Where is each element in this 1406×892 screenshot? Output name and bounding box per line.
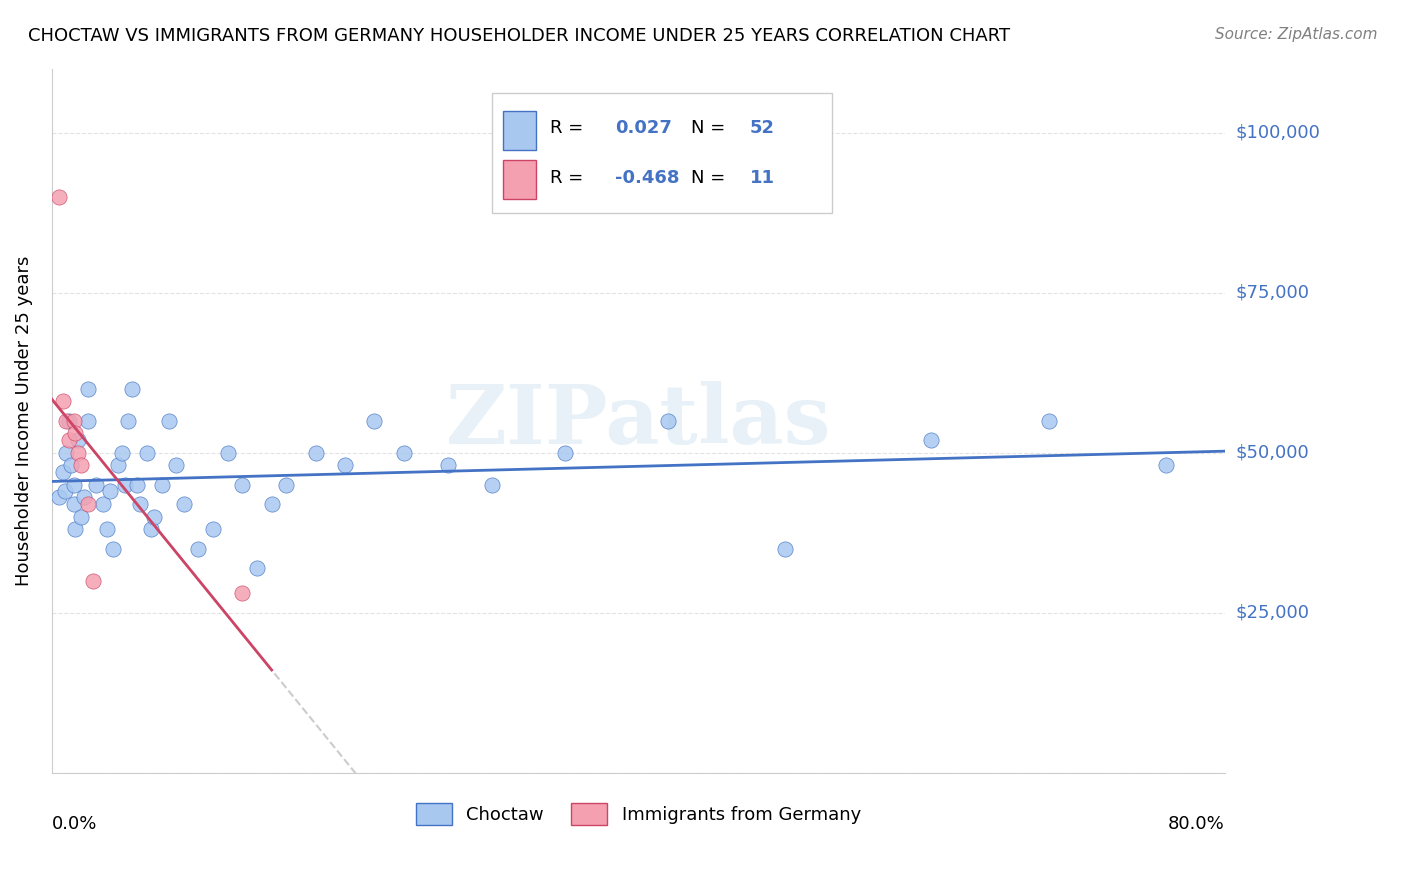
Point <box>773 541 796 556</box>
Point <box>657 414 679 428</box>
Text: $25,000: $25,000 <box>1236 604 1310 622</box>
Point <box>173 497 195 511</box>
Text: CHOCTAW VS IMMIGRANTS FROM GERMANY HOUSEHOLDER INCOME UNDER 25 YEARS CORRELATION: CHOCTAW VS IMMIGRANTS FROM GERMANY HOUSE… <box>28 27 1011 45</box>
Point <box>920 433 942 447</box>
Point <box>55 445 77 459</box>
Point <box>217 445 239 459</box>
Point <box>52 465 75 479</box>
Point <box>103 541 125 556</box>
Point <box>231 477 253 491</box>
Point <box>114 477 136 491</box>
Point <box>481 477 503 491</box>
Point <box>55 414 77 428</box>
Point <box>143 509 166 524</box>
Point <box>91 497 114 511</box>
Point <box>246 561 269 575</box>
Point <box>1154 458 1177 473</box>
Point <box>231 586 253 600</box>
Point <box>70 458 93 473</box>
Point <box>48 491 70 505</box>
Text: R =: R = <box>550 120 583 137</box>
Point <box>136 445 159 459</box>
Legend: Choctaw, Immigrants from Germany: Choctaw, Immigrants from Germany <box>406 794 870 834</box>
Point <box>62 477 84 491</box>
Text: 11: 11 <box>749 169 775 186</box>
FancyBboxPatch shape <box>503 160 536 199</box>
FancyBboxPatch shape <box>503 111 536 150</box>
Point <box>77 497 100 511</box>
Point <box>73 491 96 505</box>
Text: $50,000: $50,000 <box>1236 443 1309 462</box>
Point <box>141 523 163 537</box>
Point <box>58 414 80 428</box>
Point <box>150 477 173 491</box>
Point <box>67 433 90 447</box>
Point <box>121 382 143 396</box>
Point <box>100 484 122 499</box>
Y-axis label: Householder Income Under 25 years: Householder Income Under 25 years <box>15 255 32 586</box>
Point <box>48 189 70 203</box>
Point <box>77 382 100 396</box>
Point <box>82 574 104 588</box>
Point <box>63 523 86 537</box>
Point <box>111 445 134 459</box>
FancyBboxPatch shape <box>492 93 832 213</box>
Point <box>305 445 328 459</box>
Point <box>107 458 129 473</box>
Point <box>363 414 385 428</box>
Text: 0.027: 0.027 <box>614 120 672 137</box>
Point <box>84 477 107 491</box>
Text: $75,000: $75,000 <box>1236 284 1310 301</box>
Point <box>77 414 100 428</box>
Text: -0.468: -0.468 <box>614 169 679 186</box>
Text: $100,000: $100,000 <box>1236 123 1320 142</box>
Point <box>165 458 187 473</box>
Point <box>554 445 576 459</box>
Point <box>187 541 209 556</box>
Text: Source: ZipAtlas.com: Source: ZipAtlas.com <box>1215 27 1378 42</box>
Point <box>52 394 75 409</box>
Point <box>1038 414 1060 428</box>
Point <box>157 414 180 428</box>
Text: N =: N = <box>690 169 725 186</box>
Text: R =: R = <box>550 169 583 186</box>
Point <box>67 445 90 459</box>
Point <box>70 509 93 524</box>
Point <box>63 426 86 441</box>
Point <box>392 445 415 459</box>
Text: ZIPatlas: ZIPatlas <box>446 381 831 460</box>
Point <box>202 523 225 537</box>
Point <box>62 497 84 511</box>
Point <box>260 497 283 511</box>
Point <box>58 433 80 447</box>
Text: 52: 52 <box>749 120 775 137</box>
Point <box>436 458 458 473</box>
Point <box>53 484 76 499</box>
Point <box>276 477 298 491</box>
Point <box>62 414 84 428</box>
Text: N =: N = <box>690 120 725 137</box>
Point <box>125 477 148 491</box>
Point <box>117 414 139 428</box>
Text: 80.0%: 80.0% <box>1168 815 1225 833</box>
Point <box>96 523 118 537</box>
Text: 0.0%: 0.0% <box>52 815 97 833</box>
Point <box>59 458 82 473</box>
Point <box>333 458 356 473</box>
Point <box>128 497 150 511</box>
